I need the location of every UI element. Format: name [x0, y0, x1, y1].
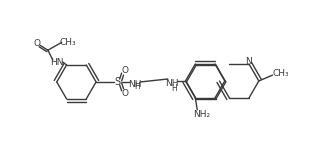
Text: NH: NH: [128, 80, 141, 89]
Text: O: O: [121, 89, 128, 98]
Text: O: O: [33, 39, 41, 48]
Text: NH₂: NH₂: [192, 110, 210, 119]
Text: CH₃: CH₃: [272, 69, 289, 78]
Text: H: H: [135, 82, 140, 91]
Text: N: N: [246, 58, 252, 66]
Text: O: O: [121, 66, 128, 75]
Text: CH₃: CH₃: [59, 38, 76, 47]
Text: NH: NH: [165, 80, 178, 88]
Text: S: S: [115, 77, 121, 87]
Text: HN: HN: [50, 59, 64, 67]
Text: H: H: [171, 84, 177, 93]
